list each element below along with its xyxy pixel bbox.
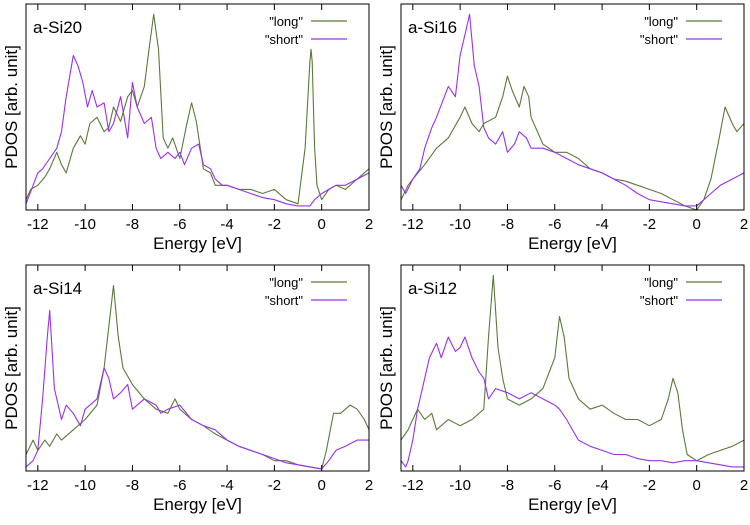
series-line-long — [25, 285, 370, 470]
x-axis-label: Energy [eV] — [528, 234, 617, 253]
panel-3: -12 -10 -8 -6 -4 -2 0 2 Energy [eV] PDOS [arb. un… — [2, 264, 373, 514]
x-tick-label: -8 — [501, 477, 514, 494]
x-tick-label: -8 — [126, 477, 139, 494]
series-line-long — [400, 274, 745, 462]
x-tick-label: -10 — [74, 477, 96, 494]
x-tick-label: -6 — [548, 216, 561, 233]
x-tick-label: 2 — [365, 216, 373, 233]
x-tick-label: -12 — [27, 477, 49, 494]
plot-frame — [400, 264, 745, 472]
x-tick-label: -12 — [27, 216, 49, 233]
x-axis-label: Energy [eV] — [153, 495, 242, 514]
y-axis-label: PDOS [arb. unit] — [377, 306, 396, 430]
legend-label-long: "long" — [269, 14, 303, 29]
series-line-short — [25, 54, 370, 207]
x-tick-label: -4 — [595, 216, 608, 233]
series-line-long — [400, 75, 745, 211]
x-tick-label: -4 — [220, 216, 233, 233]
legend-label-short: "short" — [640, 32, 679, 47]
series-line-long — [25, 13, 370, 205]
x-tick-label: -4 — [220, 477, 233, 494]
x-tick-label: -2 — [643, 477, 656, 494]
x-tick-label: -2 — [268, 477, 281, 494]
panel-2: -12 -10 -8 -6 -4 -2 0 2 Energy [eV] PDOS [arb. un… — [377, 3, 748, 253]
x-tick-label: -10 — [74, 216, 96, 233]
x-tick-label: -6 — [548, 477, 561, 494]
x-axis-label: Energy [eV] — [528, 495, 617, 514]
x-tick-label: 2 — [740, 216, 748, 233]
panel-title: a-Si20 — [33, 18, 82, 37]
plot-frame — [400, 3, 745, 211]
x-tick-label: -6 — [173, 216, 186, 233]
x-tick-label: -8 — [126, 216, 139, 233]
legend-label-long: "long" — [644, 275, 678, 290]
legend-label-short: "short" — [265, 32, 304, 47]
legend-label-long: "long" — [269, 275, 303, 290]
x-tick-label: 2 — [740, 477, 748, 494]
panel-4: -12 -10 -8 -6 -4 -2 0 2 Energy [eV] PDOS [arb. un… — [377, 264, 748, 514]
x-tick-label: -10 — [449, 216, 471, 233]
panel-title: a-Si12 — [408, 279, 457, 298]
x-tick-label: -2 — [643, 216, 656, 233]
panel-title: a-Si14 — [33, 279, 82, 298]
x-tick-label: -10 — [449, 477, 471, 494]
x-tick-label: 0 — [318, 216, 326, 233]
x-tick-label: -6 — [173, 477, 186, 494]
plot-frame — [25, 3, 370, 211]
y-axis-label: PDOS [arb. unit] — [2, 306, 21, 430]
x-tick-label: -12 — [402, 477, 424, 494]
legend-label-short: "short" — [640, 293, 679, 308]
x-tick-label: 2 — [365, 477, 373, 494]
x-tick-label: 0 — [693, 477, 701, 494]
x-tick-label: -12 — [402, 216, 424, 233]
series-line-short — [400, 13, 745, 207]
x-axis-label: Energy [eV] — [153, 234, 242, 253]
x-tick-label: 0 — [693, 216, 701, 233]
legend-label-short: "short" — [265, 293, 304, 308]
x-tick-label: -2 — [268, 216, 281, 233]
y-axis-label: PDOS [arb. unit] — [377, 45, 396, 169]
x-tick-label: -4 — [595, 477, 608, 494]
y-axis-label: PDOS [arb. unit] — [2, 45, 21, 169]
series-line-short — [400, 336, 744, 468]
legend-label-long: "long" — [644, 14, 678, 29]
plot-frame — [25, 264, 370, 472]
x-tick-label: 0 — [318, 477, 326, 494]
series-line-short — [25, 309, 369, 470]
panel-1: -12 -10 -8 -6 -4 -2 0 2 Energy [eV] PDOS [arb. un… — [2, 3, 373, 253]
panel-title: a-Si16 — [408, 18, 457, 37]
x-tick-label: -8 — [501, 216, 514, 233]
